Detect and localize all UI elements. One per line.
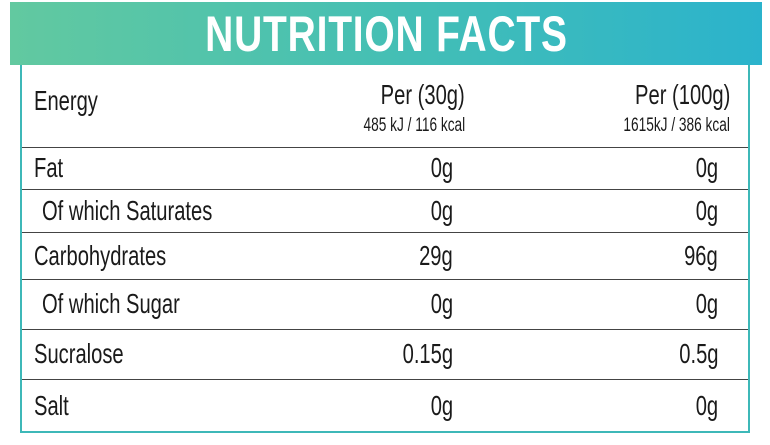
table-row: Salt 0g 0g <box>22 380 748 433</box>
row-value-text: 0g <box>430 389 453 421</box>
row-value: 0g <box>687 288 718 320</box>
row-value-text: 96g <box>684 239 718 271</box>
row-label: Sucralose <box>34 338 159 370</box>
row-label-text: Fat <box>34 152 64 183</box>
row-label: Of which Saturates <box>42 195 279 227</box>
row-value-text: 0g <box>430 152 453 183</box>
row-label-text: Salt <box>34 389 69 421</box>
table-row: Of which Saturates 0g 0g <box>22 190 748 233</box>
row-value-text: 0g <box>695 288 718 319</box>
title: NUTRITION FACTS <box>10 8 762 60</box>
header-row: Energy Per (30g) 485 kJ / 116 kcal Per (100… <box>22 65 748 148</box>
row-label-text: Of which Saturates <box>42 194 213 226</box>
row-label: Of which Sugar <box>42 288 233 320</box>
row-value: 0g <box>422 288 453 320</box>
column-header: Per (30g) <box>348 79 465 111</box>
column-subheader-text: 1615kJ / 386 kcal <box>623 115 730 136</box>
header-banner: NUTRITION FACTS <box>10 2 762 65</box>
row-value-text: 0g <box>430 288 453 319</box>
row-value: 0.15g <box>383 338 453 370</box>
row-value-text: 0g <box>695 194 718 226</box>
row-value: 0g <box>687 195 718 227</box>
row-value: 29g <box>406 240 453 272</box>
column-header: Energy <box>34 85 123 117</box>
row-label-text: Of which Sugar <box>42 288 180 319</box>
column-header-text: Per (30g) <box>380 79 465 110</box>
row-label: Fat <box>34 152 74 184</box>
row-value-text: 0g <box>695 152 718 183</box>
row-label: Salt <box>34 390 82 422</box>
title-text: NUTRITION FACTS <box>204 6 568 62</box>
row-value: 0g <box>422 152 453 184</box>
column-subheader: 1615kJ / 386 kcal <box>582 115 730 137</box>
column-header-text: Per (100g) <box>634 79 730 110</box>
row-value-text: 0g <box>695 389 718 421</box>
row-value: 96g <box>671 240 718 272</box>
row-label: Carbohydrates <box>34 240 218 272</box>
row-value: 0g <box>422 390 453 422</box>
row-value-text: 0g <box>430 194 453 226</box>
row-value-text: 29g <box>419 239 453 271</box>
row-value: 0g <box>687 390 718 422</box>
row-value: 0g <box>687 152 718 184</box>
row-value: 0g <box>422 195 453 227</box>
column-header-text: Energy <box>34 85 98 116</box>
column-subheader-text: 485 kJ / 116 kcal <box>363 115 465 136</box>
column-header: Per (100g) <box>598 79 730 111</box>
row-value-text: 0.5g <box>678 338 718 369</box>
row-label-text: Sucralose <box>34 338 124 369</box>
column-subheader: 485 kJ / 116 kcal <box>324 115 465 137</box>
row-value-text: 0.15g <box>402 338 453 369</box>
nutrition-table: Energy Per (30g) 485 kJ / 116 kcal Per (100… <box>20 65 750 433</box>
table-row: Carbohydrates 29g 96g <box>22 233 748 280</box>
row-label-text: Carbohydrates <box>34 239 167 271</box>
table-row: Of which Sugar 0g 0g <box>22 280 748 330</box>
table-row: Sucralose 0.15g 0.5g <box>22 330 748 380</box>
row-value: 0.5g <box>664 338 718 370</box>
table-row: Fat 0g 0g <box>22 148 748 190</box>
